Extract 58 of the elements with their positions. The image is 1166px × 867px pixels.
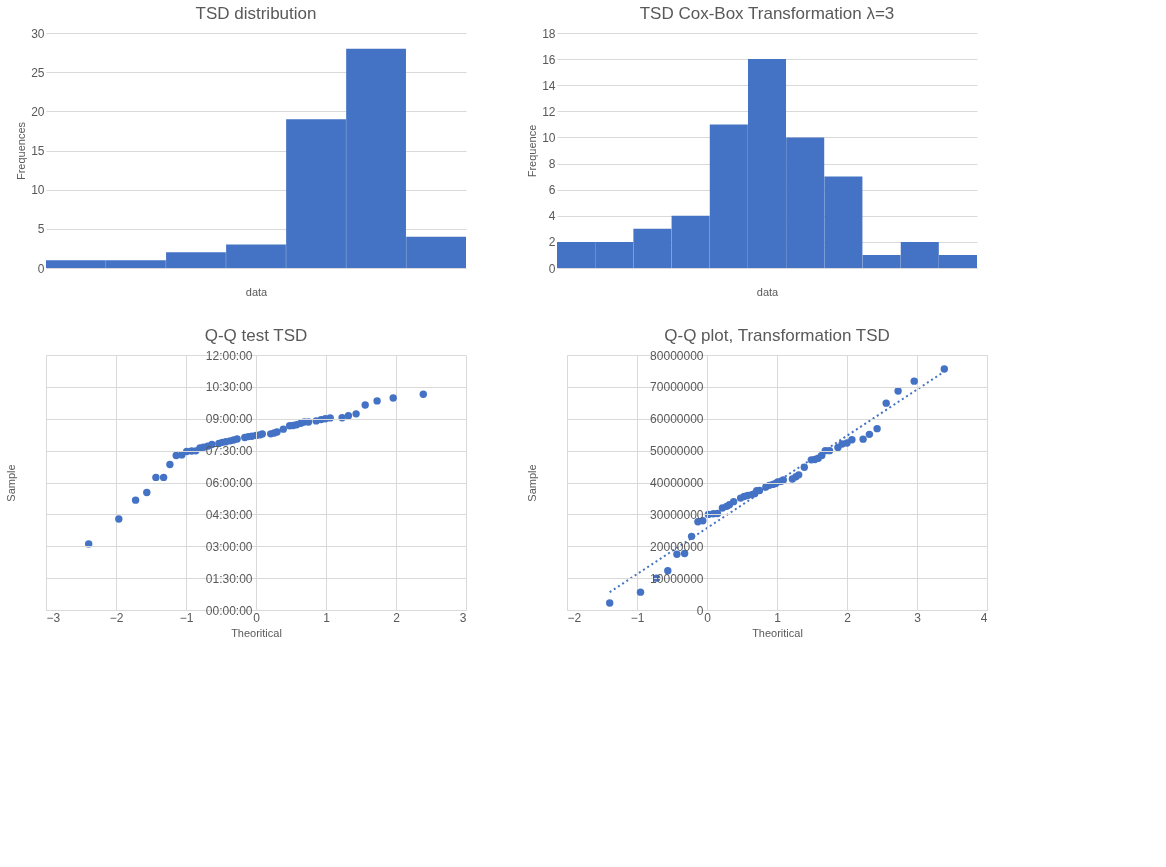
y-tick-label: 12:00:00 xyxy=(205,348,253,363)
y-tick-label: 10000000 xyxy=(650,571,704,586)
y-tick-label: 16 xyxy=(542,52,556,67)
y-tick-label: 09:00:00 xyxy=(205,412,253,427)
y-tick-label: 70000000 xyxy=(650,380,704,395)
x-tick-label: −2 xyxy=(109,610,124,625)
x-axis-title: data xyxy=(245,285,269,298)
y-tick-label: 12 xyxy=(542,104,556,119)
y-tick-label: 10 xyxy=(31,183,45,198)
y-tick-label: 2 xyxy=(548,235,556,250)
x-tick-label: 4 xyxy=(980,610,988,625)
y-tick-label: 10:30:00 xyxy=(205,380,253,395)
y-tick-label: 07:30:00 xyxy=(205,444,253,459)
y-tick-label: 04:30:00 xyxy=(205,507,253,522)
x-axis-title: Theoritical xyxy=(752,626,803,639)
y-tick-label: 15 xyxy=(31,144,45,158)
y-tick-label: 0 xyxy=(37,261,45,276)
x-tick-label: −3 xyxy=(46,610,61,625)
y-tick-label: 14 xyxy=(542,78,556,93)
x-tick-label: 2 xyxy=(844,610,852,625)
y-tick-label: 6 xyxy=(548,183,556,198)
y-axis-title: Frequences xyxy=(15,121,28,181)
y-axis-title: Sample xyxy=(525,464,538,502)
x-tick-label: −1 xyxy=(630,610,645,625)
y-tick-label: 50000000 xyxy=(650,444,704,459)
x-tick-label: 1 xyxy=(774,610,782,625)
y-tick-label: 00:00:00 xyxy=(205,603,253,618)
y-tick-label: 03:00:00 xyxy=(205,539,253,554)
x-axis-title: data xyxy=(756,285,780,298)
y-tick-label: 80000000 xyxy=(650,348,704,363)
y-tick-label: 06:00:00 xyxy=(205,476,253,490)
chart-title: Q-Q test TSD xyxy=(204,326,308,345)
chart-title: TSD Cox-Box Transformation λ=3 xyxy=(639,4,895,23)
y-tick-label: 01:30:00 xyxy=(205,571,253,586)
y-axis-title: Frequence xyxy=(526,124,539,178)
y-tick-label: 25 xyxy=(31,65,45,80)
y-tick-label: 20 xyxy=(31,104,45,119)
y-tick-label: 60000000 xyxy=(650,412,704,427)
y-tick-label: 30 xyxy=(31,26,45,41)
x-tick-label: 1 xyxy=(323,610,331,625)
x-tick-label: 3 xyxy=(914,610,922,625)
y-tick-label: 8 xyxy=(548,157,556,172)
x-axis-title: Theoritical xyxy=(231,626,282,639)
y-axis-title: Sample xyxy=(4,464,17,502)
y-tick-label: 0 xyxy=(548,261,556,276)
x-tick-label: 2 xyxy=(393,610,401,625)
y-tick-label: 30000000 xyxy=(650,507,704,522)
y-tick-label: 5 xyxy=(37,222,45,237)
chart-title: Q-Q plot, Transformation TSD xyxy=(664,326,890,345)
y-tick-label: 40000000 xyxy=(650,476,704,490)
chart-title: TSD distribution xyxy=(195,4,317,23)
y-tick-label: 10 xyxy=(542,130,556,145)
y-tick-label: 4 xyxy=(548,209,556,224)
y-tick-label: 20000000 xyxy=(650,539,704,554)
x-tick-label: 3 xyxy=(459,610,467,625)
y-tick-label: 18 xyxy=(542,26,556,41)
x-tick-label: −2 xyxy=(567,610,582,625)
x-tick-label: −1 xyxy=(179,610,194,625)
